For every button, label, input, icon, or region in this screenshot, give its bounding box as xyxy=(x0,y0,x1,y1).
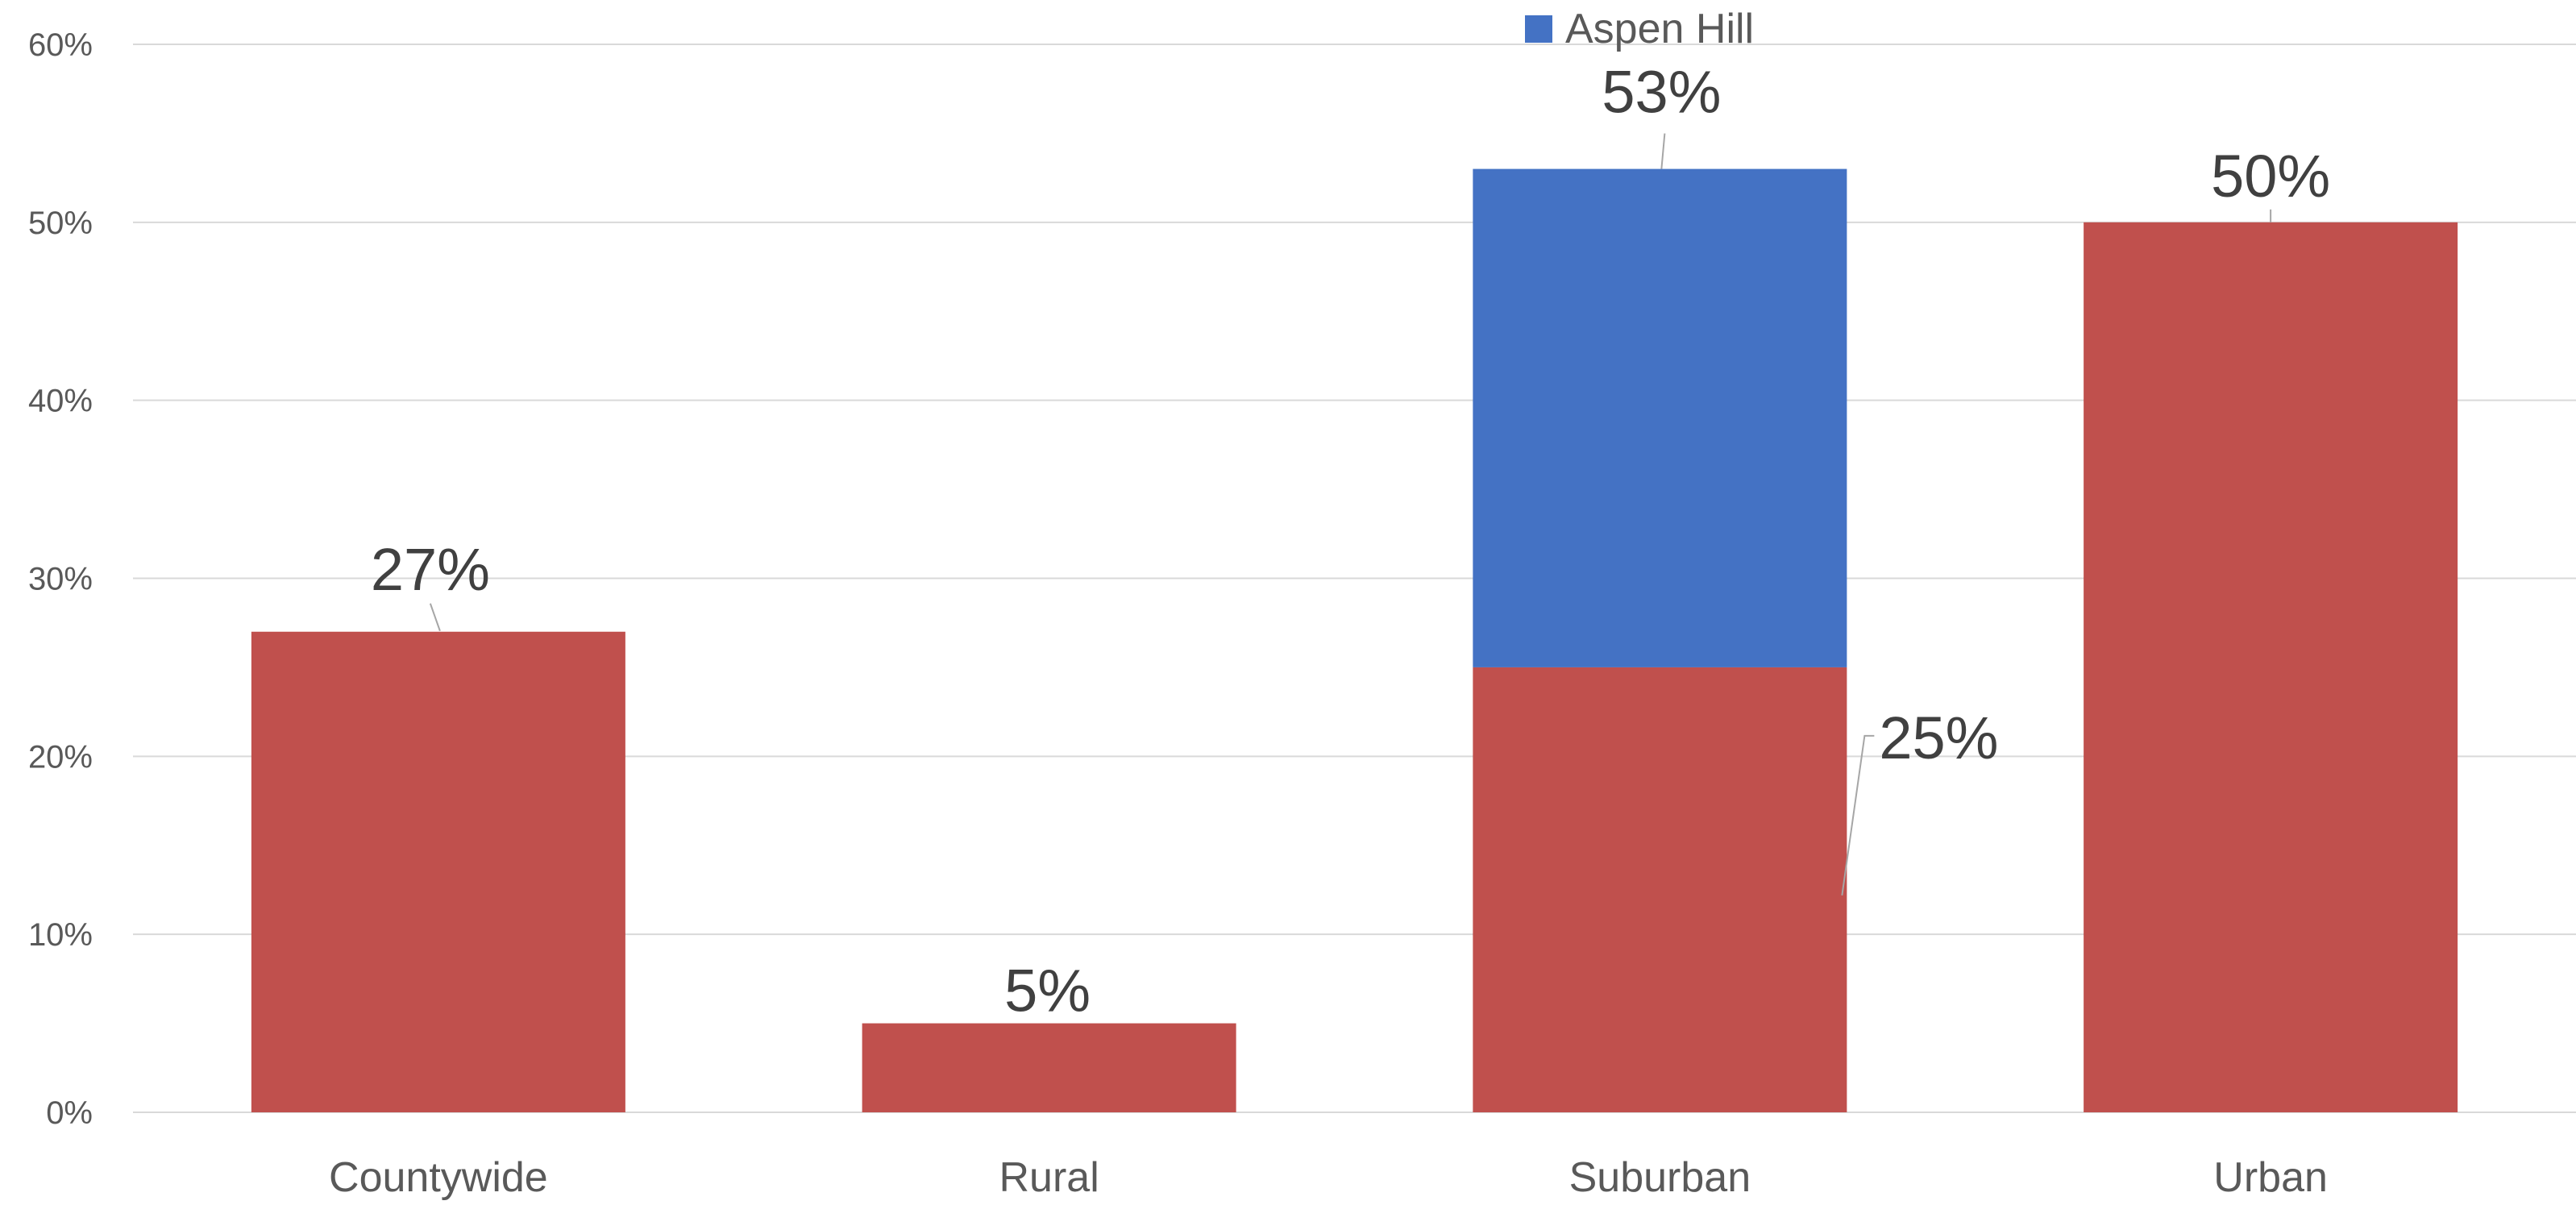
leader-line xyxy=(429,603,441,632)
bars xyxy=(251,168,2458,1112)
x-tick-label: Suburban xyxy=(1569,1154,1751,1201)
bar-urban xyxy=(2084,222,2458,1112)
y-tick-label: 40% xyxy=(28,384,93,419)
x-tick-label: Countywide xyxy=(329,1154,548,1201)
leader-line xyxy=(1841,734,1875,896)
data-label: 27% xyxy=(371,536,490,603)
leader-line xyxy=(1660,133,1666,169)
bar-countywide xyxy=(251,631,625,1112)
y-tick-label: 20% xyxy=(28,739,93,775)
data-label: 50% xyxy=(2211,143,2330,210)
legend: Aspen Hill xyxy=(1525,6,1754,52)
legend-swatch-aspen-hill xyxy=(1525,15,1552,43)
legend-label-aspen-hill: Aspen Hill xyxy=(1565,6,1754,52)
data-label: 25% xyxy=(1879,704,1998,771)
data-label: 5% xyxy=(1004,958,1091,1024)
x-tick-label: Rural xyxy=(999,1154,1099,1201)
y-tick-label: 50% xyxy=(28,206,93,241)
data-labels: 27% 5% 25% 53% 50% xyxy=(371,59,2330,1024)
y-tick-label: 60% xyxy=(28,27,93,63)
y-axis: 0% 10% 20% 30% 40% 50% 60% xyxy=(28,27,93,1131)
x-axis: Countywide Rural Suburban Urban xyxy=(329,1154,2328,1201)
y-tick-label: 30% xyxy=(28,562,93,597)
bar-suburban xyxy=(1473,667,1847,1112)
x-tick-label: Urban xyxy=(2213,1154,2328,1201)
y-tick-label: 10% xyxy=(28,917,93,953)
bar-aspen-hill-suburban xyxy=(1473,168,1847,667)
bar-rural xyxy=(862,1023,1236,1112)
data-label: 53% xyxy=(1602,59,1721,126)
y-tick-label: 0% xyxy=(46,1095,93,1131)
